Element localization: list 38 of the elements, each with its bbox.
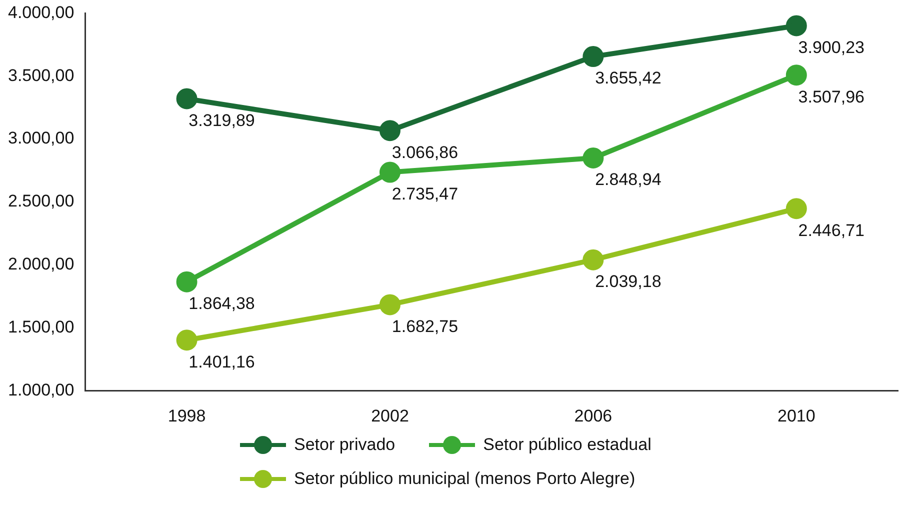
data-label: 3.655,42 — [595, 68, 662, 88]
point — [582, 148, 604, 169]
point — [176, 271, 198, 292]
y-tick-label: 1.500,00 — [8, 317, 74, 336]
legend-label: Setor público municipal (menos Porto Alegre) — [294, 469, 636, 489]
y-tick-label: 3.000,00 — [8, 128, 74, 148]
y-tick-label: 4.000,00 — [8, 2, 74, 22]
point — [582, 249, 604, 270]
data-label: 2.446,71 — [798, 220, 864, 240]
data-label: 2.039,18 — [595, 272, 662, 292]
y-tick-label: 3.500,00 — [8, 66, 74, 85]
point — [379, 294, 400, 316]
data-label: 3.319,89 — [188, 110, 255, 130]
point — [379, 120, 400, 142]
legend-label: Setor público estadual — [483, 435, 652, 455]
data-label: 1.864,38 — [188, 294, 255, 314]
x-tick-label: 2010 — [777, 406, 816, 426]
point — [786, 198, 807, 220]
point — [379, 162, 400, 183]
data-label: 3.507,96 — [798, 87, 864, 106]
data-label: 3.900,23 — [798, 38, 864, 57]
point — [176, 88, 198, 110]
data-label: 2.735,47 — [392, 184, 458, 204]
data-label: 2.848,94 — [595, 170, 662, 190]
y-tick-label: 1.000,00 — [8, 380, 74, 400]
x-tick-label: 2006 — [574, 406, 612, 426]
point — [786, 64, 807, 86]
y-tick-label: 2.000,00 — [8, 254, 74, 274]
y-tick-label: 2.500,00 — [8, 192, 74, 211]
data-label: 1.682,75 — [392, 316, 458, 336]
point — [176, 330, 198, 351]
point — [582, 46, 604, 68]
data-label: 1.401,16 — [188, 352, 255, 372]
x-tick-label: 1998 — [168, 406, 206, 426]
point — [786, 15, 807, 36]
data-label: 3.066,86 — [392, 142, 458, 162]
x-tick-label: 2002 — [371, 406, 409, 426]
legend-label: Setor privado — [294, 435, 396, 455]
